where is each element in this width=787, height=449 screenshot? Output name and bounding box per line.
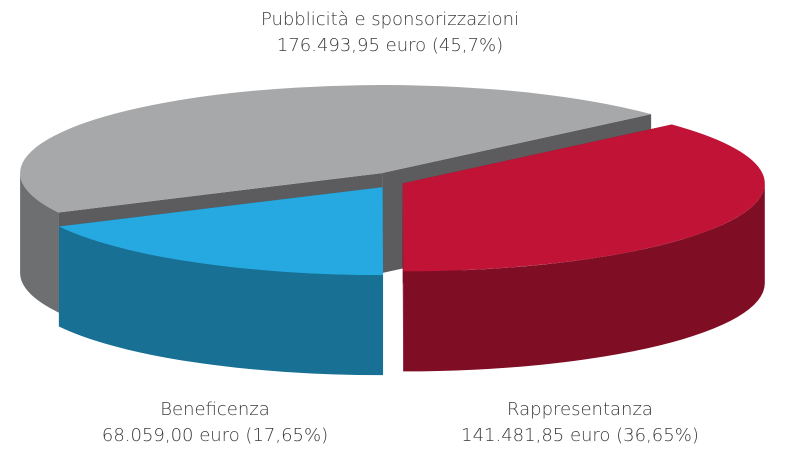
slice-value-label: 68.059,00 euro (17,65%) bbox=[102, 425, 328, 445]
slice-value-label: 141.481,85 euro (36,65%) bbox=[461, 425, 699, 445]
slice-value-label: 176.493,95 euro (45,7%) bbox=[277, 35, 503, 56]
slice-label: Beneficenza bbox=[160, 399, 270, 420]
slice-label: Rappresentanza bbox=[507, 399, 653, 420]
slice-label: Pubblicità e sponsorizzazioni bbox=[261, 9, 519, 30]
